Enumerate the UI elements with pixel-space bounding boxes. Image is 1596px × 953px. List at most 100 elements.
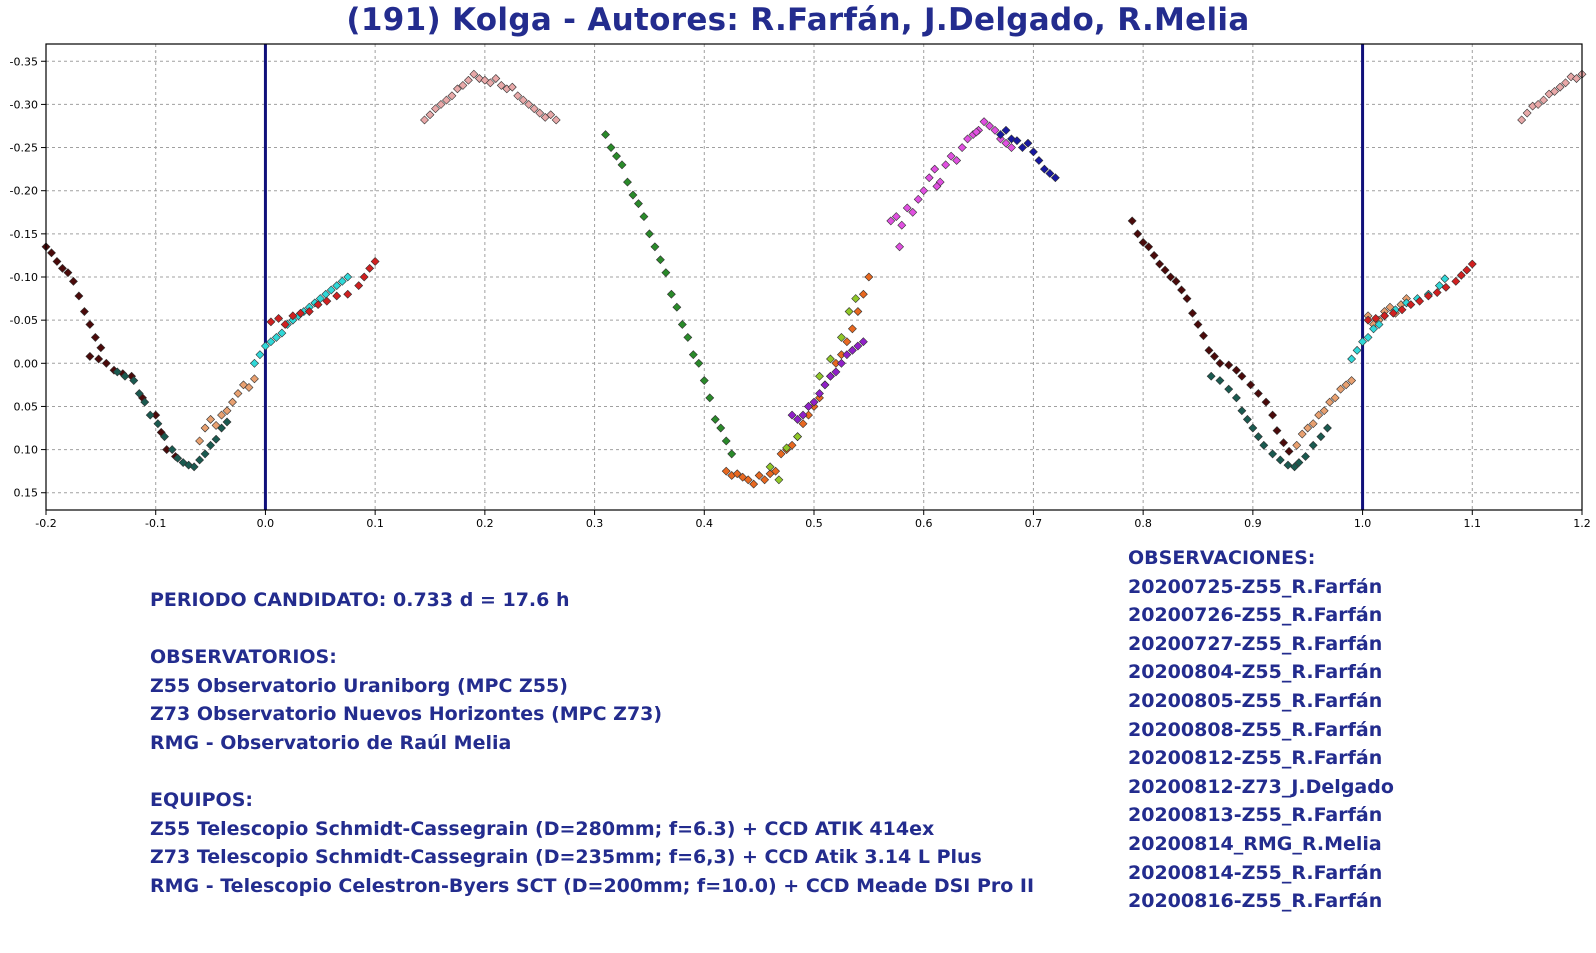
data-point	[1039, 164, 1049, 174]
data-point	[1374, 320, 1384, 329]
data-point	[699, 376, 709, 385]
data-point	[496, 80, 506, 90]
y-tick-label: 0.05	[14, 400, 39, 413]
data-point	[1279, 438, 1289, 448]
data-point	[518, 95, 528, 105]
data-point	[332, 281, 342, 291]
data-point	[1308, 419, 1318, 429]
data-point	[370, 257, 380, 266]
data-point	[1133, 229, 1143, 239]
data-point	[1308, 440, 1318, 450]
data-point	[1138, 238, 1148, 247]
data-point	[277, 328, 287, 338]
data-point	[612, 151, 621, 161]
data-point	[743, 475, 753, 485]
data-point	[288, 311, 298, 321]
data-point	[173, 453, 183, 463]
data-point	[628, 190, 638, 200]
data-point	[1166, 272, 1175, 282]
data-point	[1001, 125, 1011, 135]
data-point	[442, 95, 451, 105]
data-point	[985, 121, 994, 131]
data-point	[1434, 281, 1444, 291]
data-point	[727, 449, 737, 459]
data-point	[458, 80, 468, 90]
data-point	[304, 307, 314, 316]
data-point	[688, 350, 698, 360]
data-point	[74, 291, 84, 301]
data-point	[52, 257, 62, 266]
data-point	[963, 134, 973, 144]
data-point	[1323, 423, 1332, 433]
data-point	[326, 285, 336, 295]
observacion-line: 20200814-Z55_R.Farfán	[1128, 861, 1383, 884]
data-point	[1330, 393, 1340, 403]
observacion-line: 20200808-Z55_R.Farfán	[1128, 718, 1383, 741]
equipos-heading: EQUIPOS:	[150, 789, 253, 812]
data-point	[167, 445, 177, 455]
data-point	[507, 82, 517, 92]
data-point	[1467, 259, 1477, 269]
data-point	[990, 125, 1000, 135]
data-point	[721, 466, 731, 476]
data-point	[322, 296, 332, 306]
y-tick-label: -0.20	[10, 185, 38, 198]
data-point	[1268, 449, 1278, 459]
x-tick-label: 0.4	[696, 517, 714, 530]
data-point	[491, 74, 501, 83]
data-point	[1451, 276, 1461, 286]
chart-title: (191) Kolga - Autores: R.Farfán, J.Delga…	[346, 2, 1250, 38]
data-point	[266, 337, 276, 347]
y-tick-label: 0.15	[14, 487, 39, 500]
data-point	[1406, 300, 1416, 310]
data-point	[765, 462, 775, 472]
data-point	[1347, 354, 1357, 364]
data-point	[354, 281, 364, 291]
data-point	[1215, 376, 1225, 385]
data-point	[979, 117, 989, 127]
data-point	[1272, 426, 1282, 436]
observacion-line: 20200813-Z55_R.Farfán	[1128, 804, 1383, 827]
data-point	[1210, 351, 1219, 361]
data-point	[1440, 274, 1450, 284]
x-tick-label: -0.2	[35, 517, 56, 530]
data-point	[222, 406, 232, 416]
data-point	[359, 272, 369, 282]
data-point	[1029, 147, 1038, 157]
data-point	[153, 419, 163, 429]
data-point	[1432, 288, 1442, 297]
data-point	[844, 307, 854, 316]
data-point	[721, 436, 731, 446]
data-point	[1314, 410, 1324, 420]
data-point	[754, 471, 764, 480]
data-point	[1182, 294, 1192, 303]
data-point	[160, 432, 169, 442]
data-point	[195, 455, 205, 465]
data-point	[864, 272, 874, 282]
data-point	[1253, 432, 1263, 442]
x-tick-label: 0.5	[805, 517, 823, 530]
data-point	[145, 410, 155, 420]
data-point	[815, 371, 824, 381]
x-tick-label: 1.0	[1354, 517, 1372, 530]
data-point	[436, 99, 446, 109]
plot-frame	[45, 43, 1583, 511]
y-tick-label: -0.10	[10, 271, 38, 284]
data-point	[431, 104, 440, 114]
data-point	[1363, 315, 1373, 325]
data-point	[529, 104, 539, 114]
data-point	[1363, 332, 1373, 342]
data-point	[895, 242, 905, 252]
data-point	[69, 276, 78, 286]
data-point	[672, 302, 682, 312]
data-point	[90, 332, 100, 342]
data-point	[1206, 371, 1216, 381]
data-point	[1144, 242, 1154, 252]
data-point	[96, 343, 106, 353]
data-point	[851, 294, 861, 303]
data-point	[1050, 173, 1060, 183]
data-point	[705, 393, 715, 403]
observacion-line: 20200816-Z55_R.Farfán	[1128, 890, 1383, 913]
data-point	[842, 337, 852, 347]
data-point	[463, 75, 473, 85]
